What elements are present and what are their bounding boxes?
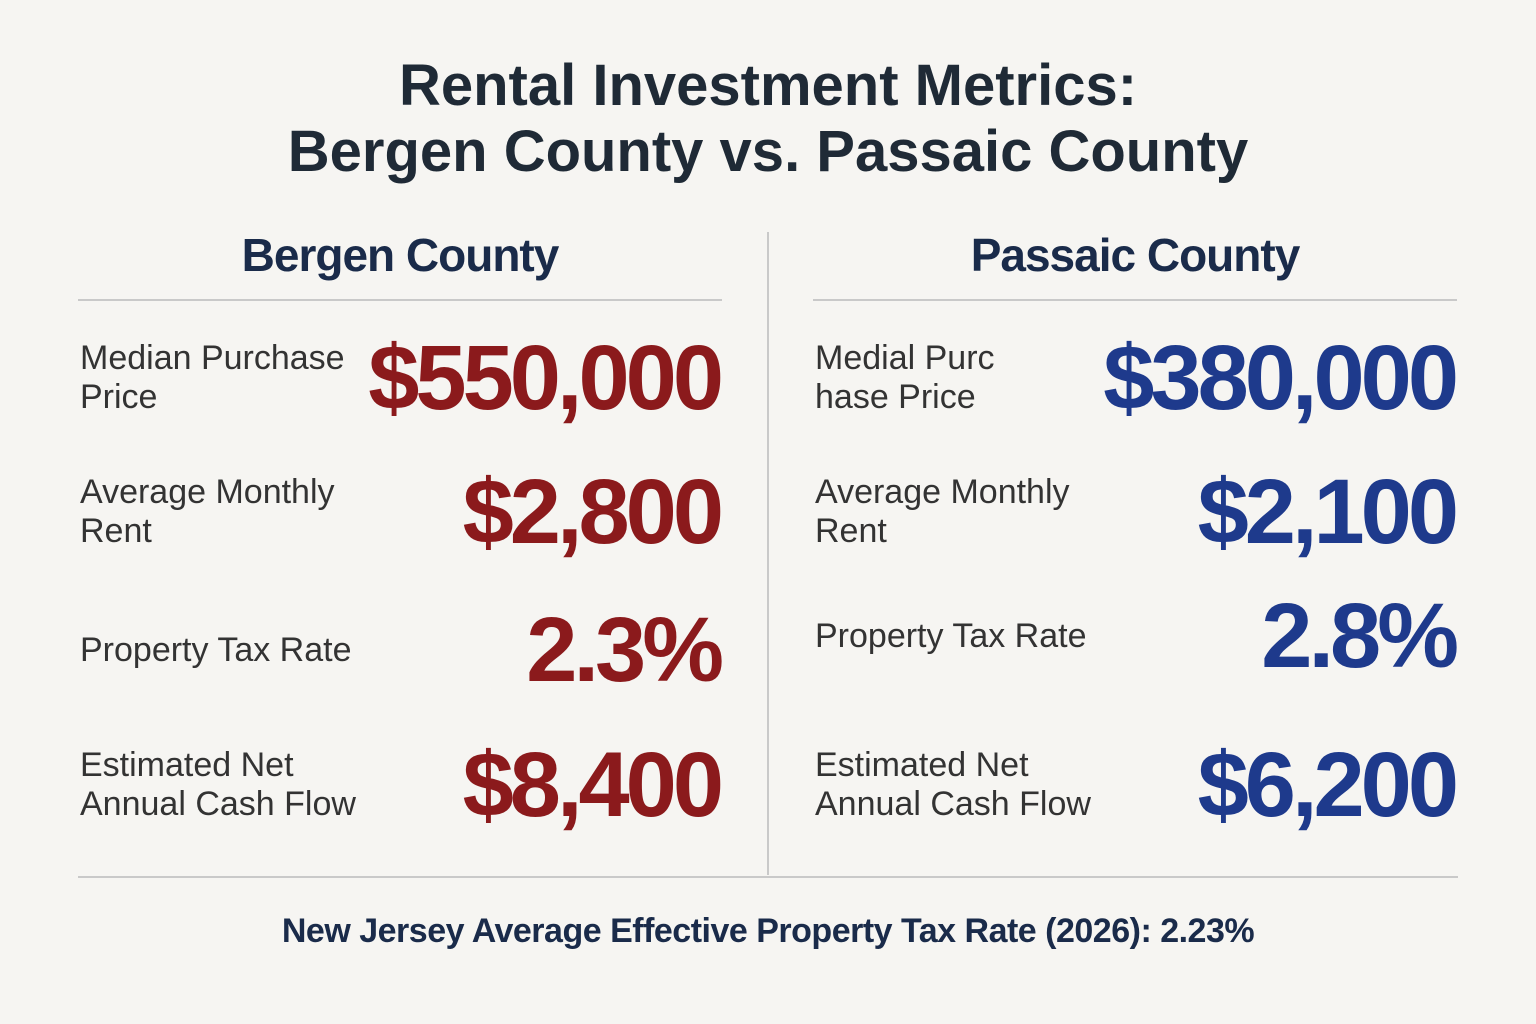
- metric-label: Annual Cash Flow: [80, 785, 356, 823]
- metric-value: $2,800: [462, 461, 724, 563]
- metric-value: $2,100: [1197, 461, 1459, 563]
- metric-label: Estimated Net: [815, 746, 1029, 784]
- metric-label: Medial Purc: [815, 339, 995, 377]
- metric-label: Rent: [815, 512, 887, 550]
- bottom-rule: [78, 876, 1458, 878]
- metric-label: Estimated Net: [80, 746, 294, 784]
- metric-value: $380,000: [1103, 327, 1459, 429]
- metric-label: Rent: [80, 512, 152, 550]
- metric-label: Average Monthly: [815, 473, 1070, 511]
- column-rule: [813, 299, 1457, 301]
- column-heading: Bergen County: [241, 229, 560, 281]
- metric-label: Property Tax Rate: [815, 616, 1087, 655]
- metric-label: Property Tax Rate: [80, 630, 352, 669]
- metric-label: Median Purchase: [80, 339, 345, 377]
- column-heading: Passaic County: [970, 229, 1301, 281]
- title-line: Rental Investment Metrics:: [398, 53, 1138, 118]
- metric-value: $550,000: [368, 327, 724, 429]
- metric-label: hase Price: [815, 378, 976, 416]
- metric-label: Annual Cash Flow: [815, 785, 1091, 823]
- metric-label: Average Monthly: [80, 473, 335, 511]
- title-line: Bergen County vs. Passaic County: [287, 119, 1249, 184]
- column-rule: [78, 299, 722, 301]
- metric-label: Price: [80, 378, 158, 416]
- footer: New Jersey Average Effective Property Ta…: [281, 912, 1255, 950]
- metric-value: 2.8%: [1261, 585, 1459, 687]
- metric-value: $6,200: [1197, 734, 1459, 836]
- metric-value: 2.3%: [526, 599, 724, 701]
- column-divider: [767, 232, 769, 875]
- metric-value: $8,400: [462, 734, 724, 836]
